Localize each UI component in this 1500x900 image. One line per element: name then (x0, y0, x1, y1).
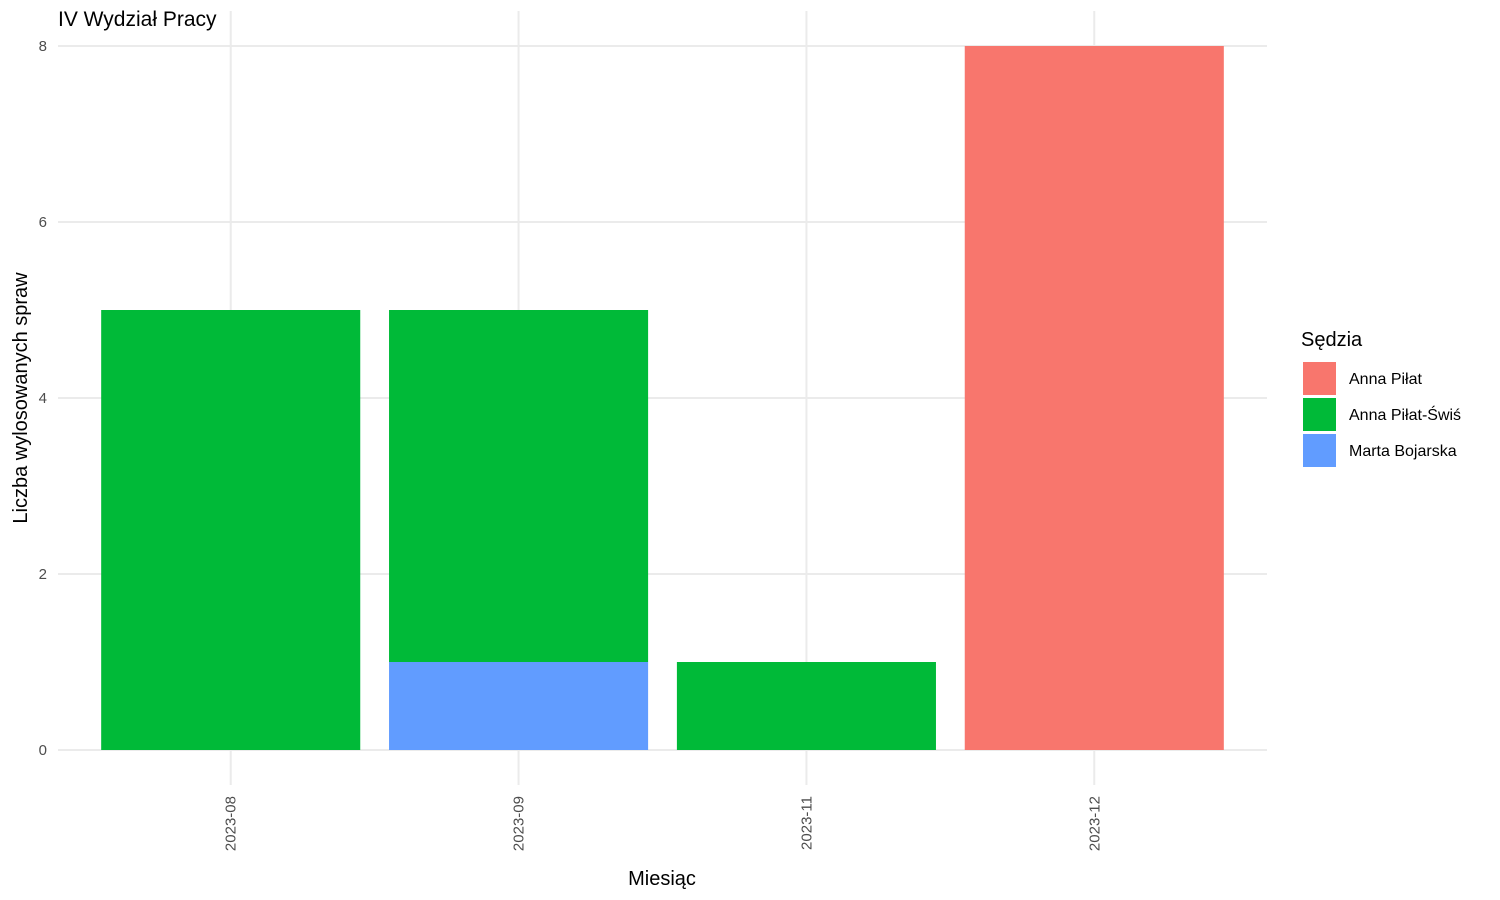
chart-title: IV Wydział Pracy (58, 8, 217, 31)
y-axis-label: Liczba wylosowanych spraw (10, 272, 32, 524)
legend-entry-label: Anna Piłat-Świś (1349, 405, 1461, 424)
legend-swatch (1303, 434, 1336, 467)
legend-swatch (1303, 398, 1336, 431)
x-tick-label: 2023-09 (511, 796, 528, 851)
y-tick-label: 0 (39, 742, 47, 759)
bar-segment (389, 662, 649, 750)
x-tick-label: 2023-12 (1086, 796, 1103, 851)
legend-swatch (1303, 362, 1336, 395)
legend-title: Sędzia (1301, 329, 1363, 351)
y-axis-ticks: 0 2 4 6 8 (39, 38, 47, 759)
legend-entry-label: Marta Bojarska (1349, 443, 1457, 460)
y-tick-label: 8 (39, 38, 47, 55)
x-tick-label: 2023-08 (223, 796, 240, 851)
x-tick-label: 2023-11 (798, 796, 815, 850)
bars-layer (101, 46, 1224, 750)
bar-segment (964, 46, 1224, 750)
legend: Sędzia Anna Piłat Anna Piłat-Świś Marta Bo… (1301, 329, 1461, 467)
y-tick-label: 2 (39, 566, 47, 583)
legend-entry-label: Anna Piłat (1349, 371, 1422, 388)
bar-segment (389, 310, 649, 662)
x-axis-ticks: 2023-08 2023-09 2023-11 2023-12 (223, 796, 1104, 851)
y-tick-label: 6 (39, 214, 47, 231)
bar-segment (676, 662, 936, 750)
y-tick-label: 4 (39, 390, 47, 407)
x-axis-label: Miesiąc (628, 868, 696, 890)
bar-segment (101, 310, 361, 750)
